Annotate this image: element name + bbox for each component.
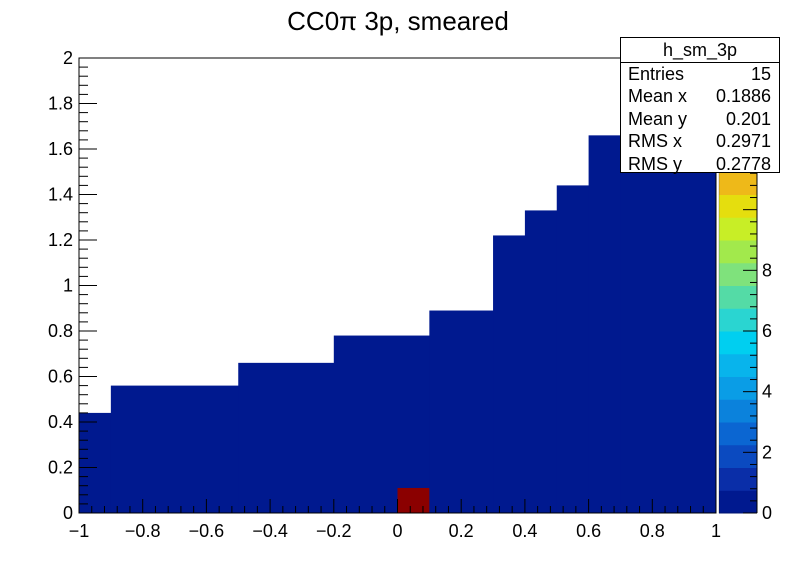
heatmap-cell: [79, 412, 112, 513]
heatmap-cell: [556, 185, 590, 513]
stats-row-rms-y: RMS y 0.2778: [621, 153, 779, 175]
x-tick-label: 0.2: [449, 521, 474, 541]
palette-tick-label: 0: [762, 503, 772, 523]
heatmap-hot-cell: [397, 487, 430, 513]
palette-cell: [719, 240, 757, 264]
x-tick-label: −1: [69, 521, 90, 541]
y-tick-label: 0.6: [48, 367, 73, 387]
x-tick-label: 0.6: [576, 521, 601, 541]
heatmap-cell: [238, 362, 335, 513]
stats-value: 0.1886: [715, 86, 771, 107]
stats-value: 0.201: [725, 108, 771, 129]
stats-row-mean-x: Mean x 0.1886: [621, 85, 779, 107]
stats-row-rms-x: RMS x 0.2971: [621, 130, 779, 152]
palette-cell: [719, 353, 757, 377]
palette-cell: [719, 490, 757, 514]
stats-value: 0.2971: [715, 131, 771, 152]
stats-label: Mean y: [628, 108, 688, 129]
heatmap-cell: [110, 385, 239, 513]
palette-cell: [719, 217, 757, 241]
stats-box-name: h_sm_3p: [621, 38, 779, 63]
y-tick-label: 0.8: [48, 321, 73, 341]
stats-label: Mean x: [628, 86, 688, 107]
y-tick-label: 1.8: [48, 94, 73, 114]
heatmap-cell: [333, 335, 430, 513]
y-tick-label: 0.2: [48, 458, 73, 478]
x-tick-label: −0.8: [125, 521, 161, 541]
x-tick-label: 0: [392, 521, 402, 541]
palette-cell: [719, 467, 757, 491]
palette-tick-label: 2: [762, 442, 772, 462]
y-tick-label: 0: [63, 503, 73, 523]
palette-cell: [719, 171, 757, 195]
palette-cell: [719, 285, 757, 309]
palette-cell: [719, 399, 757, 423]
palette-cell: [719, 444, 757, 468]
y-tick-label: 0.4: [48, 412, 73, 432]
x-tick-label: 0.8: [640, 521, 665, 541]
y-tick-label: 1.2: [48, 230, 73, 250]
stats-value: 15: [750, 64, 771, 84]
palette-cell: [719, 308, 757, 332]
x-tick-label: 0.4: [512, 521, 537, 541]
x-tick-label: −0.4: [252, 521, 288, 541]
palette-cell: [719, 422, 757, 446]
heatmap-cell: [524, 210, 558, 514]
heatmap-cell: [588, 135, 621, 513]
palette-tick-label: 8: [762, 260, 772, 280]
x-tick-label: −0.6: [189, 521, 225, 541]
palette-cell: [719, 262, 757, 286]
x-tick-label: 1: [711, 521, 721, 541]
y-tick-label: 2: [63, 48, 73, 68]
stats-value: 0.2778: [715, 153, 771, 174]
palette-cell: [719, 194, 757, 218]
stats-row-entries: Entries 15: [621, 63, 779, 85]
x-tick-label: −0.2: [316, 521, 352, 541]
heatmap-cell: [620, 135, 717, 513]
stats-label: RMS y: [628, 153, 682, 174]
heatmap-cell: [429, 310, 494, 513]
y-tick-label: 1: [63, 276, 73, 296]
stats-box: h_sm_3p Entries 15 Mean x 0.1886 Mean y …: [620, 37, 780, 175]
palette-tick-label: 6: [762, 321, 772, 341]
palette-tick-label: 4: [762, 382, 772, 402]
stats-row-mean-y: Mean y 0.201: [621, 108, 779, 130]
chart-title: CC0π 3p, smeared: [287, 6, 509, 36]
palette-cell: [719, 376, 757, 400]
stats-label: Entries: [628, 64, 685, 84]
stats-label: RMS x: [628, 131, 682, 152]
y-tick-label: 1.4: [48, 185, 73, 205]
heatmap-cell: [493, 235, 526, 513]
palette-cell: [719, 331, 757, 355]
y-tick-label: 1.6: [48, 139, 73, 159]
